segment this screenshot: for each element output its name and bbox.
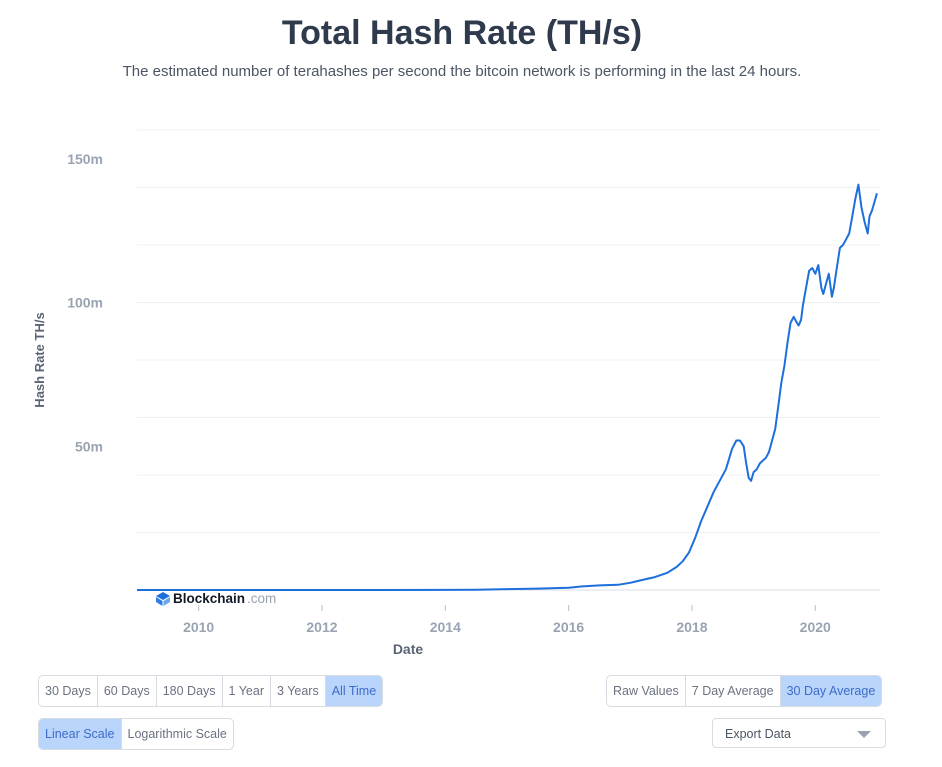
y-tick-label: 50m [75,438,103,454]
scale-button-logarithmic-scale[interactable]: Logarithmic Scale [127,727,227,741]
smoothing-button-raw-values[interactable]: Raw Values [607,676,686,706]
y-tick-label: 150m [67,151,103,167]
range-button-all-time[interactable]: All Time [325,676,383,706]
series-layer [137,183,878,591]
y-axis: 50m 100m 150m [67,151,103,455]
export-data-dropdown[interactable]: Export Data [712,718,886,748]
x-axis-label: Date [393,641,424,657]
export-data-label: Export Data [725,727,792,741]
y-axis-label: Hash Rate TH/s [32,312,47,407]
time-range-selector: 30 Days 60 Days 180 Days 1 Year 3 Years All T… [38,675,384,707]
range-button-180-days[interactable]: 180 Days [157,676,223,706]
smoothing-button-7-day-average[interactable]: 7 Day Average [686,676,781,706]
page-subtitle: The estimated number of terahashes per s… [122,63,802,80]
range-button-30-days[interactable]: 30 Days [39,676,98,706]
x-tick-label: 2016 [553,619,584,635]
y-tick-label: 100m [67,295,103,311]
range-button-1-year[interactable]: 1 Year [223,676,271,706]
blockchain-logo-icon [156,592,170,606]
series-line [137,183,878,591]
x-tick-label: 2020 [800,619,831,635]
page-title: Total Hash Rate (TH/s) [281,14,643,52]
range-button-60-days[interactable]: 60 Days [98,676,157,706]
chevron-down-icon [857,731,871,738]
watermark-suffix: .com [247,591,276,606]
x-tick-label: 2014 [430,619,461,635]
blockchain-watermark: Blockchain .com [156,591,276,606]
x-tick-label: 2010 [183,619,214,635]
chart-grid [137,129,880,533]
scale-button-linear-scale[interactable]: Linear Scale [39,719,122,749]
range-button-3-years[interactable]: 3 Years [271,676,326,706]
smoothing-button-30-day-average[interactable]: 30 Day Average [780,676,882,706]
watermark-name: Blockchain [173,591,245,606]
scale-selector: Linear Scale Logarithmic Scale [38,718,234,750]
x-tick-label: 2012 [306,619,337,635]
x-tick-label: 2018 [676,619,707,635]
smoothing-selector: Raw Values 7 Day Average 30 Day Average [606,675,883,707]
